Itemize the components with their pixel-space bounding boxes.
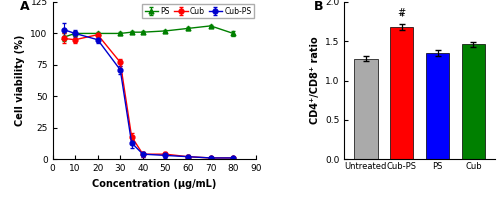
Bar [462,44,485,159]
Text: B: B [314,0,324,13]
Y-axis label: Cell viability (%): Cell viability (%) [15,35,25,126]
Bar [390,27,413,159]
Bar [354,59,378,159]
X-axis label: Concentration (μg/mL): Concentration (μg/mL) [92,179,216,189]
Text: A: A [20,0,30,13]
Text: #: # [398,8,406,18]
Bar [426,53,450,159]
Legend: PS, Cub, Cub-PS: PS, Cub, Cub-PS [142,4,254,18]
Y-axis label: CD4⁺/CD8⁺ ratio: CD4⁺/CD8⁺ ratio [310,37,320,124]
Text: *: * [400,12,404,22]
